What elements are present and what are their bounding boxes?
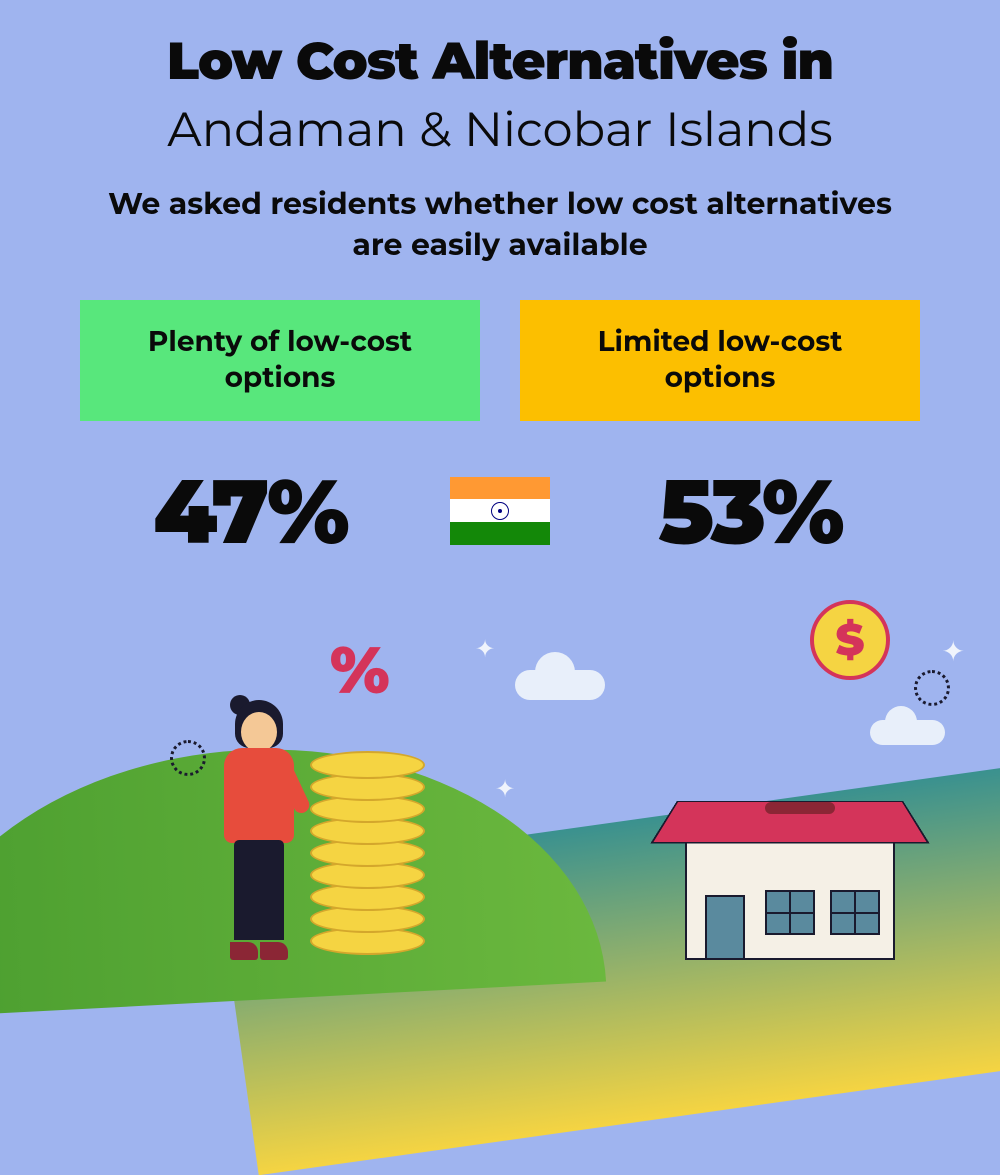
infographic-container: Low Cost Alternatives in Andaman & Nicob… <box>0 0 1000 1000</box>
person-foot <box>230 942 258 960</box>
house-roof-slot <box>765 802 835 814</box>
flag-white-stripe <box>450 499 550 522</box>
person-legs <box>234 840 284 940</box>
dollar-coin-icon: $ <box>810 600 890 680</box>
coin-stack-icon <box>310 705 430 955</box>
title-line-1: Low Cost Alternatives in <box>0 0 1000 93</box>
house-window <box>830 890 880 935</box>
india-flag-icon <box>450 477 550 545</box>
percentage-row: 47% 53% <box>0 456 1000 566</box>
cloud-icon <box>870 720 945 745</box>
percentage-left: 47% <box>80 456 420 566</box>
person-face <box>241 712 277 752</box>
description-text: We asked residents whether low cost alte… <box>0 184 1000 265</box>
sparkle-icon: ✦ <box>942 635 965 669</box>
house-icon <box>675 780 905 960</box>
sparkle-icon: ✦ <box>495 775 515 804</box>
options-row: Plenty of low-cost options Limited low-c… <box>0 300 1000 421</box>
percentage-right: 53% <box>580 456 920 566</box>
cloud-icon <box>515 670 605 700</box>
title-line-2: Andaman & Nicobar Islands <box>0 101 1000 159</box>
person-foot <box>260 942 288 960</box>
flag-saffron-stripe <box>450 477 550 500</box>
illustration-area: ✦ ✦ ✦ $ % <box>0 620 1000 1000</box>
flag-green-stripe <box>450 522 550 545</box>
dotted-circle-icon <box>914 670 950 706</box>
percent-symbol-icon: % <box>330 631 390 710</box>
option-limited: Limited low-cost options <box>520 300 920 421</box>
dotted-circle-icon <box>170 740 206 776</box>
person-icon <box>210 700 310 960</box>
ashoka-chakra-icon <box>491 502 509 520</box>
house-window <box>765 890 815 935</box>
house-door <box>705 895 745 960</box>
option-plenty: Plenty of low-cost options <box>80 300 480 421</box>
coin <box>310 751 425 779</box>
sparkle-icon: ✦ <box>475 635 495 664</box>
